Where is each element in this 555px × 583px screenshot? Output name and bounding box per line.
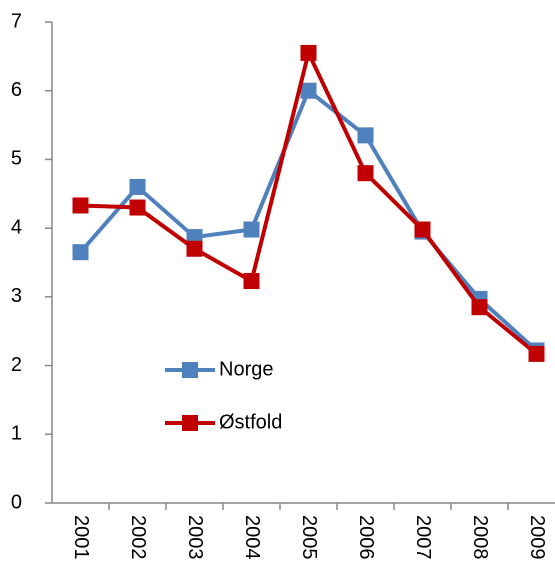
- marker: [357, 165, 374, 182]
- y-tick-label: 4: [11, 216, 22, 238]
- marker: [129, 178, 146, 195]
- marker: [72, 197, 89, 214]
- x-tick-label: 2003: [184, 515, 206, 560]
- x-tick-label: 2002: [127, 515, 149, 560]
- y-tick-label: 3: [11, 285, 22, 307]
- marker: [72, 244, 89, 261]
- legend-label: Norge: [219, 358, 273, 380]
- legend-marker: [182, 415, 198, 431]
- marker: [300, 82, 317, 99]
- x-tick-label: 2007: [412, 515, 434, 560]
- x-tick-label: 2005: [298, 515, 320, 560]
- y-tick-label: 7: [11, 10, 22, 32]
- legend-marker: [182, 362, 198, 378]
- marker: [357, 127, 374, 144]
- x-tick-label: 2008: [469, 515, 491, 560]
- y-tick-label: 1: [11, 423, 22, 445]
- series-line: [78, 87, 538, 352]
- legend-label: Østfold: [219, 411, 282, 433]
- y-tick-label: 0: [11, 491, 22, 513]
- marker: [129, 199, 146, 216]
- y-tick-label: 2: [11, 354, 22, 376]
- marker: [243, 273, 260, 290]
- x-tick-label: 2004: [241, 515, 263, 560]
- x-tick-label: 2009: [526, 515, 548, 560]
- marker: [300, 44, 317, 61]
- marker: [186, 240, 203, 257]
- y-tick-label: 5: [11, 148, 22, 170]
- y-tick-label: 6: [11, 79, 22, 101]
- marker: [471, 299, 488, 316]
- marker: [243, 221, 260, 238]
- x-tick-label: 2006: [355, 515, 377, 560]
- x-tick-label: 2001: [70, 515, 92, 560]
- marker: [414, 221, 431, 238]
- marker: [528, 345, 545, 362]
